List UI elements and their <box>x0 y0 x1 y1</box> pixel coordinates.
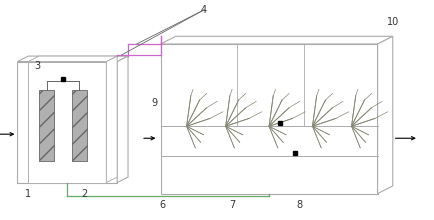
Polygon shape <box>72 90 87 161</box>
Text: 6: 6 <box>160 200 166 210</box>
Text: 7: 7 <box>229 200 235 210</box>
Polygon shape <box>17 62 117 183</box>
Polygon shape <box>28 56 117 62</box>
Text: 10: 10 <box>387 17 399 27</box>
Text: 2: 2 <box>82 189 88 199</box>
Text: 9: 9 <box>151 98 157 108</box>
Text: 1: 1 <box>25 189 31 199</box>
Polygon shape <box>161 44 378 194</box>
Text: 3: 3 <box>34 61 40 71</box>
Text: 8: 8 <box>296 200 302 210</box>
Polygon shape <box>28 62 106 183</box>
Polygon shape <box>161 36 393 44</box>
Polygon shape <box>17 56 128 62</box>
Polygon shape <box>378 36 393 194</box>
Polygon shape <box>39 90 54 161</box>
Polygon shape <box>117 56 128 183</box>
Polygon shape <box>106 56 117 183</box>
Text: 4: 4 <box>201 5 207 15</box>
